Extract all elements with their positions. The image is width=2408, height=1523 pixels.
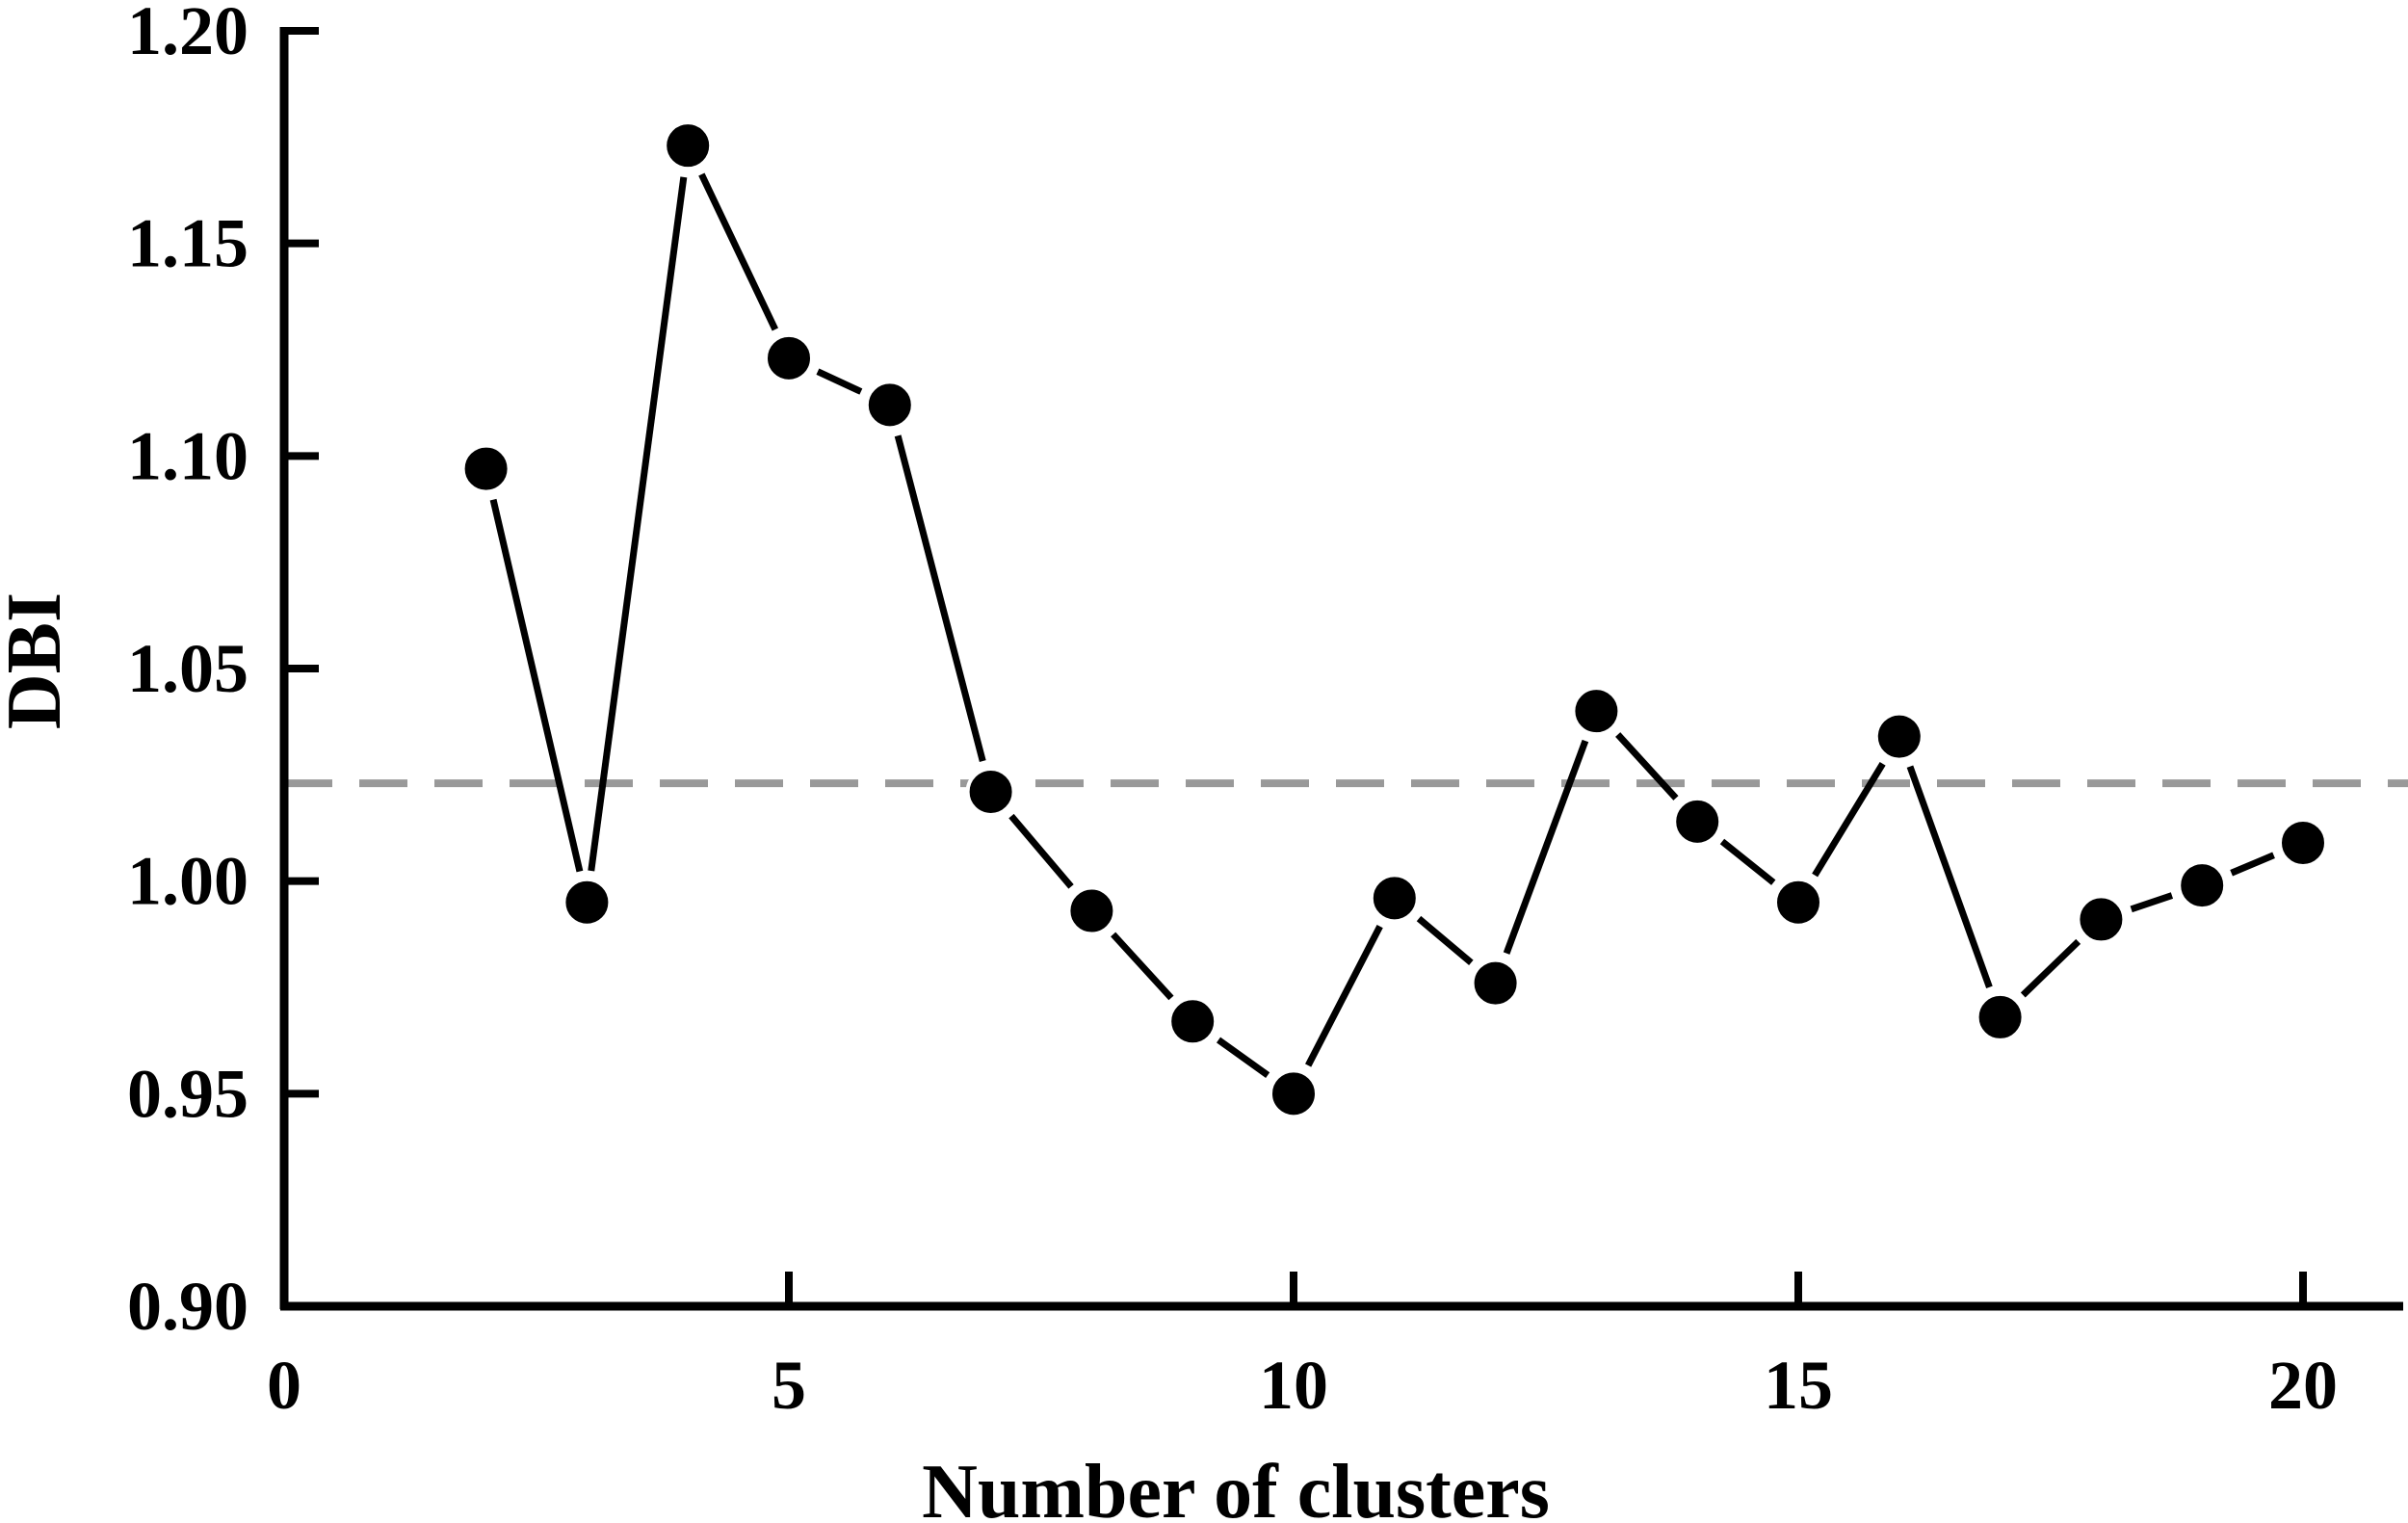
data-point	[1470, 958, 1521, 1009]
series-line-segment	[588, 176, 688, 872]
y-tick-label: 1.10	[127, 417, 249, 494]
data-point	[1873, 711, 1924, 762]
series-line-segment	[489, 498, 584, 873]
series-line-segment	[1416, 915, 1474, 966]
series-line-segment	[2230, 852, 2275, 877]
y-tick-label: 1.15	[127, 205, 249, 282]
series-layer	[460, 120, 2328, 1119]
data-point	[1066, 885, 1117, 936]
y-tick-label: 0.90	[127, 1268, 249, 1345]
data-point	[663, 120, 714, 171]
x-tick-label: 0	[267, 1347, 301, 1424]
data-point	[562, 877, 613, 928]
x-tick-label: 5	[772, 1347, 806, 1424]
data-point	[2076, 894, 2127, 945]
data-point	[1269, 1068, 1319, 1119]
data-point	[1773, 877, 1823, 928]
data-point	[2177, 860, 2228, 911]
series-line-segment	[1008, 813, 1074, 889]
x-tick-label: 15	[1764, 1347, 1833, 1424]
y-tick-label: 1.20	[127, 0, 249, 69]
series-line-segment	[1719, 838, 1776, 885]
data-point	[2278, 817, 2328, 868]
data-point	[460, 443, 511, 494]
series-line-segment	[1615, 732, 1679, 801]
data-point	[1672, 796, 1723, 847]
data-point	[864, 380, 915, 431]
series-line-segment	[1305, 925, 1383, 1067]
y-axis-title: DBI	[0, 592, 77, 729]
y-tick-label: 1.00	[127, 843, 249, 920]
data-point	[1571, 686, 1622, 737]
y-tick-label: 1.05	[127, 630, 249, 707]
data-point	[1369, 873, 1420, 924]
x-tick-label: 20	[2268, 1347, 2338, 1424]
y-tick-label: 0.95	[127, 1055, 249, 1132]
axes-layer	[279, 27, 2403, 1311]
series-line-segment	[1216, 1037, 1270, 1078]
series-line-segment	[816, 368, 863, 395]
data-point	[1975, 991, 2026, 1042]
series-line-segment	[1812, 761, 1886, 878]
x-tick-label: 10	[1259, 1347, 1328, 1424]
x-axis-title: Number of clusters	[922, 1450, 1550, 1523]
series-line-segment	[1503, 739, 1589, 955]
series-line-segment	[894, 434, 986, 762]
series-line-segment	[2130, 892, 2174, 913]
data-point	[965, 766, 1016, 817]
data-point	[1167, 996, 1218, 1047]
series-line-segment	[1111, 932, 1174, 1001]
series-line-segment	[1906, 765, 1993, 989]
series-line-segment	[698, 172, 779, 331]
label-layer: 0.90 0.95 1.00 1.05 1.10 1.15 1.20 0 5 10 15 20	[127, 0, 2338, 1424]
series-line-segment	[2020, 938, 2081, 998]
data-point	[764, 332, 814, 383]
